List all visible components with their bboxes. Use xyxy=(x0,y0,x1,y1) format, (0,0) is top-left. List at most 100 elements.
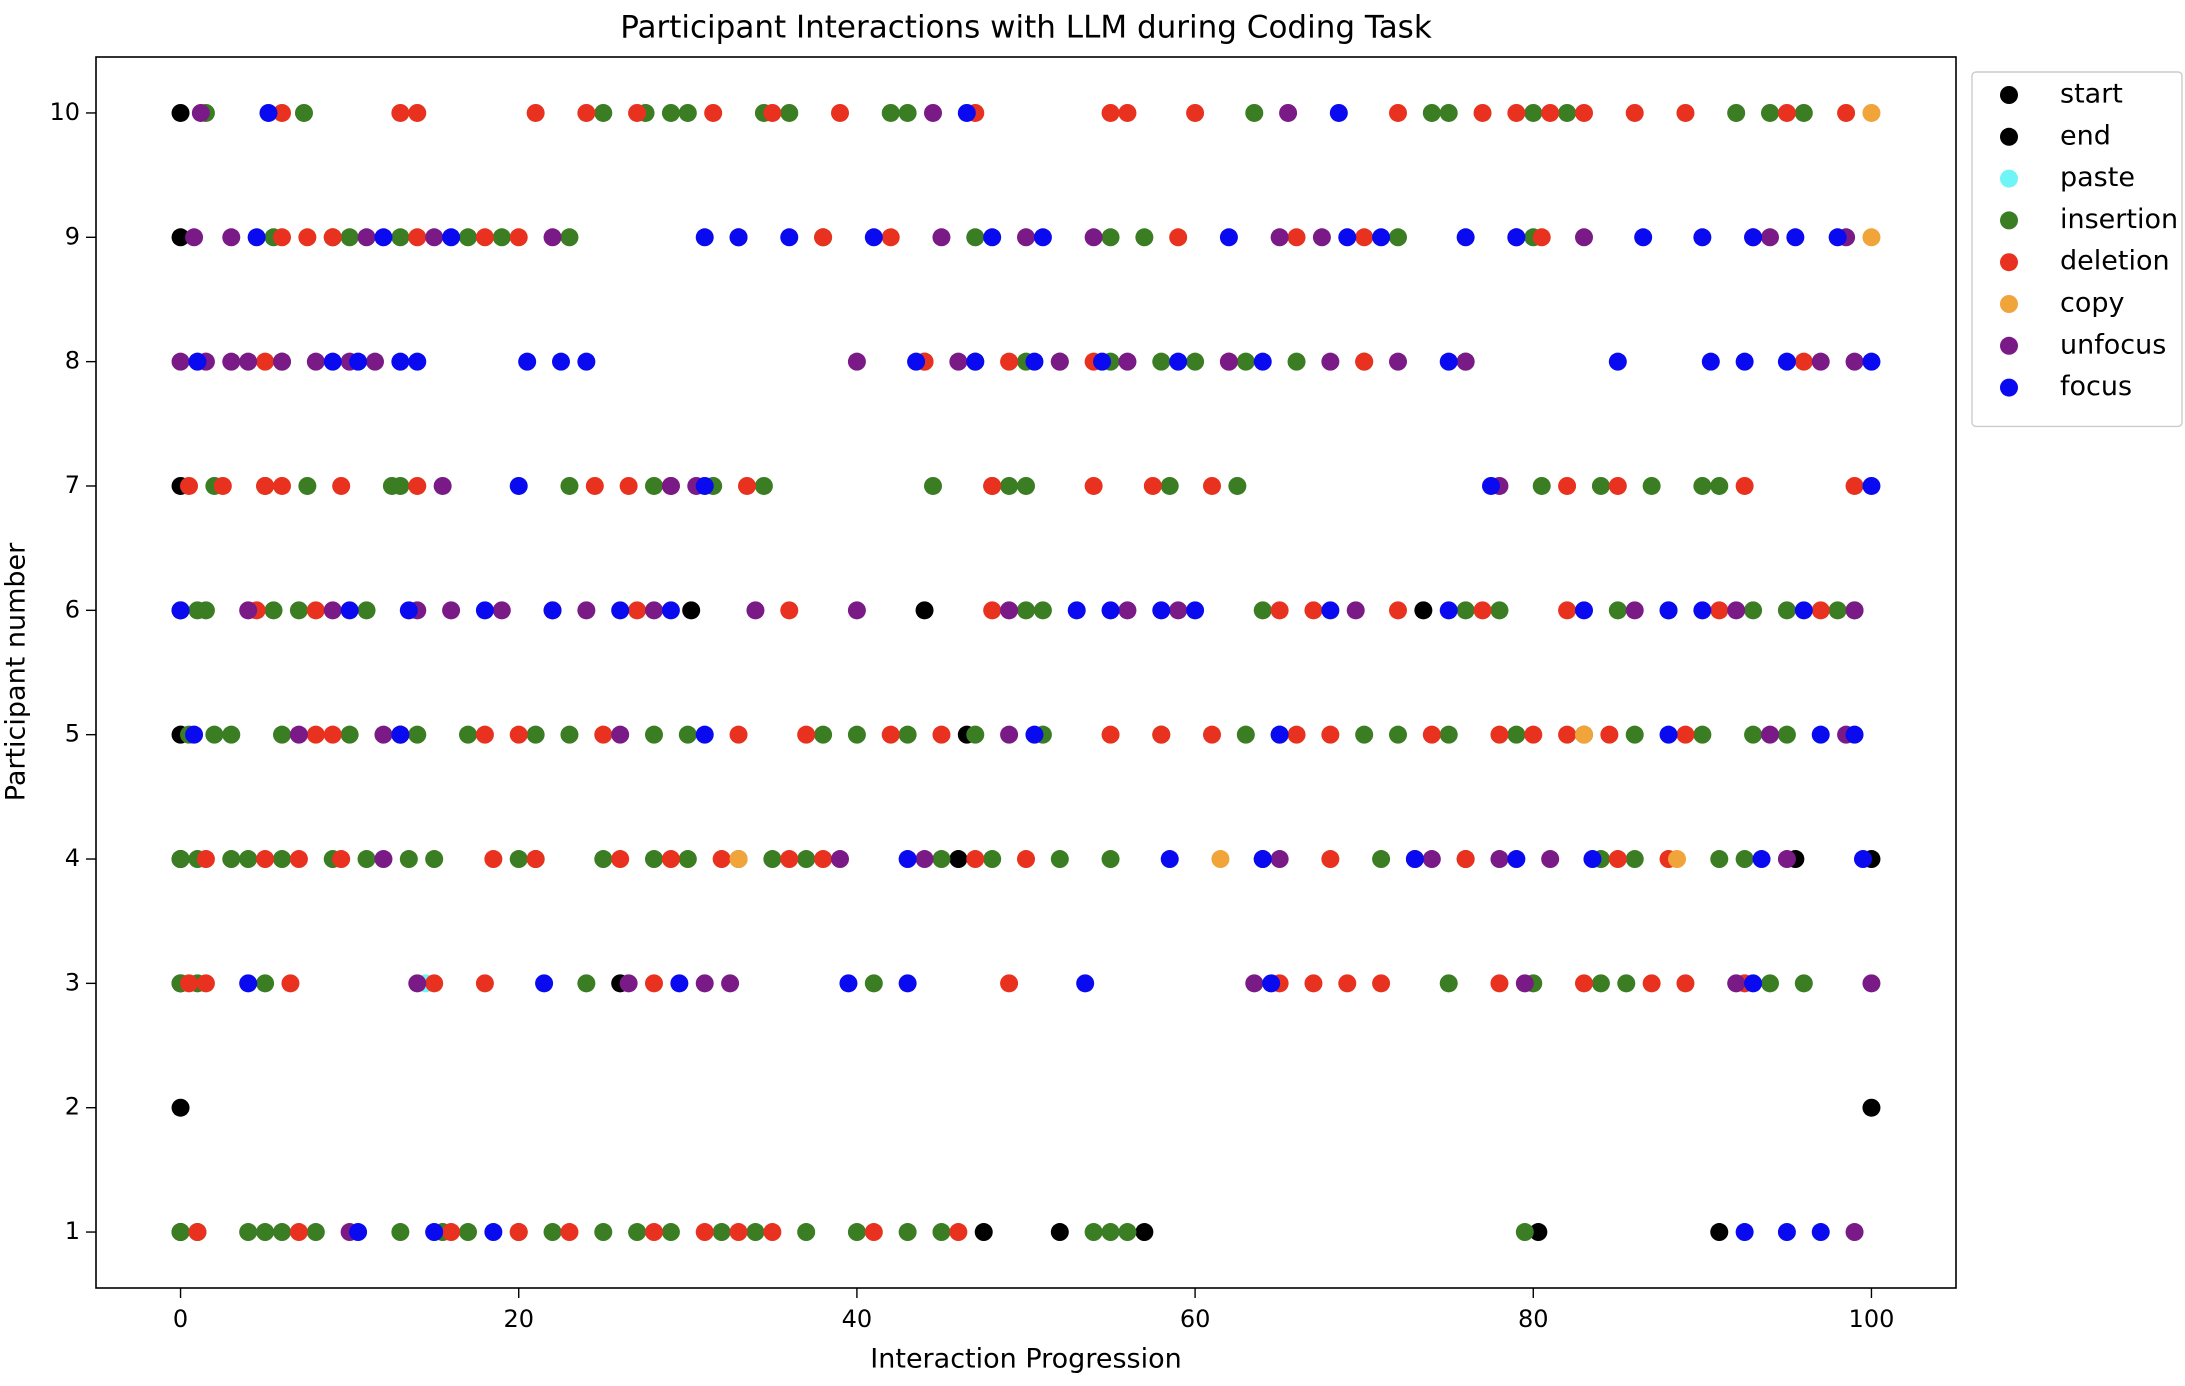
data-point xyxy=(1541,850,1560,869)
data-point xyxy=(188,352,207,371)
x-tick-label: 80 xyxy=(1518,1305,1549,1333)
data-point xyxy=(847,725,866,744)
y-tick-label: 5 xyxy=(65,720,80,748)
data-point xyxy=(1033,228,1052,247)
data-point xyxy=(552,352,570,371)
legend-label: end xyxy=(2060,120,2111,151)
data-point xyxy=(1710,476,1729,495)
x-tick-label: 60 xyxy=(1180,1305,1211,1333)
data-point xyxy=(509,725,528,744)
data-point xyxy=(1862,476,1881,495)
data-point xyxy=(475,725,494,744)
data-point xyxy=(1761,974,1779,993)
data-point xyxy=(1828,601,1847,620)
data-point xyxy=(1659,725,1678,744)
data-point xyxy=(1186,103,1205,122)
data-point xyxy=(1532,476,1551,495)
data-point xyxy=(1676,974,1695,993)
data-point xyxy=(1389,228,1407,247)
data-point xyxy=(1346,601,1365,620)
data-point xyxy=(340,725,359,744)
y-tick-label: 1 xyxy=(65,1217,80,1245)
data-point xyxy=(1490,974,1509,993)
data-point xyxy=(611,725,630,744)
data-point xyxy=(1744,974,1763,993)
data-point xyxy=(1084,1223,1103,1242)
data-point xyxy=(974,1223,993,1242)
data-point xyxy=(729,228,748,247)
data-point xyxy=(1389,352,1407,371)
data-point xyxy=(1439,103,1458,122)
data-point xyxy=(171,601,190,620)
data-point xyxy=(983,850,1002,869)
data-point xyxy=(763,1223,782,1242)
data-point xyxy=(1321,352,1340,371)
data-point xyxy=(1591,974,1610,993)
data-point xyxy=(259,103,278,122)
data-point xyxy=(239,974,258,993)
data-point xyxy=(628,601,647,620)
y-tick-label: 9 xyxy=(65,222,80,250)
data-point xyxy=(1786,228,1805,247)
data-point xyxy=(661,103,680,122)
data-point xyxy=(1862,103,1881,122)
data-point xyxy=(526,850,545,869)
data-point xyxy=(1228,476,1247,495)
data-point xyxy=(408,352,427,371)
data-point xyxy=(594,1223,613,1242)
data-point xyxy=(763,850,782,869)
data-point xyxy=(374,725,393,744)
data-point xyxy=(1456,352,1475,371)
data-point xyxy=(1735,850,1754,869)
data-point xyxy=(1203,476,1221,495)
data-point xyxy=(1529,1223,1548,1242)
data-point xyxy=(1693,476,1712,495)
data-point xyxy=(898,974,917,993)
data-point xyxy=(797,725,816,744)
data-point xyxy=(746,1223,765,1242)
data-point xyxy=(391,476,410,495)
data-point xyxy=(1482,476,1500,495)
data-point xyxy=(1777,601,1796,620)
x-axis-label: Interaction Progression xyxy=(870,1344,1181,1375)
data-point xyxy=(171,850,190,869)
data-point xyxy=(442,228,461,247)
data-point xyxy=(661,850,680,869)
data-point xyxy=(1312,228,1331,247)
data-point xyxy=(1811,601,1830,620)
data-point xyxy=(814,228,833,247)
data-point xyxy=(1710,1223,1729,1242)
data-point xyxy=(323,352,342,371)
data-point xyxy=(289,850,308,869)
data-point xyxy=(1811,1223,1830,1242)
data-point xyxy=(289,601,308,620)
data-point xyxy=(475,601,494,620)
data-point xyxy=(864,228,883,247)
data-point xyxy=(1575,974,1593,993)
data-point xyxy=(628,1223,647,1242)
data-point xyxy=(185,725,204,744)
data-point xyxy=(1101,601,1120,620)
data-point xyxy=(1794,601,1813,620)
data-point xyxy=(1025,352,1044,371)
data-point xyxy=(924,476,942,495)
data-point xyxy=(577,103,596,122)
data-point xyxy=(594,103,613,122)
data-point xyxy=(1862,228,1881,247)
data-point xyxy=(949,1223,968,1242)
data-point xyxy=(1558,476,1577,495)
data-point xyxy=(1017,476,1035,495)
data-point xyxy=(1338,974,1357,993)
data-point xyxy=(1710,850,1729,869)
data-point xyxy=(898,1223,917,1242)
data-point xyxy=(509,1223,528,1242)
data-point xyxy=(273,1223,291,1242)
data-point xyxy=(1422,103,1441,122)
data-point xyxy=(492,601,511,620)
data-point xyxy=(1625,103,1644,122)
data-point xyxy=(459,725,477,744)
data-point xyxy=(239,601,258,620)
data-point xyxy=(915,850,934,869)
data-point xyxy=(932,1223,951,1242)
data-point xyxy=(171,1223,190,1242)
